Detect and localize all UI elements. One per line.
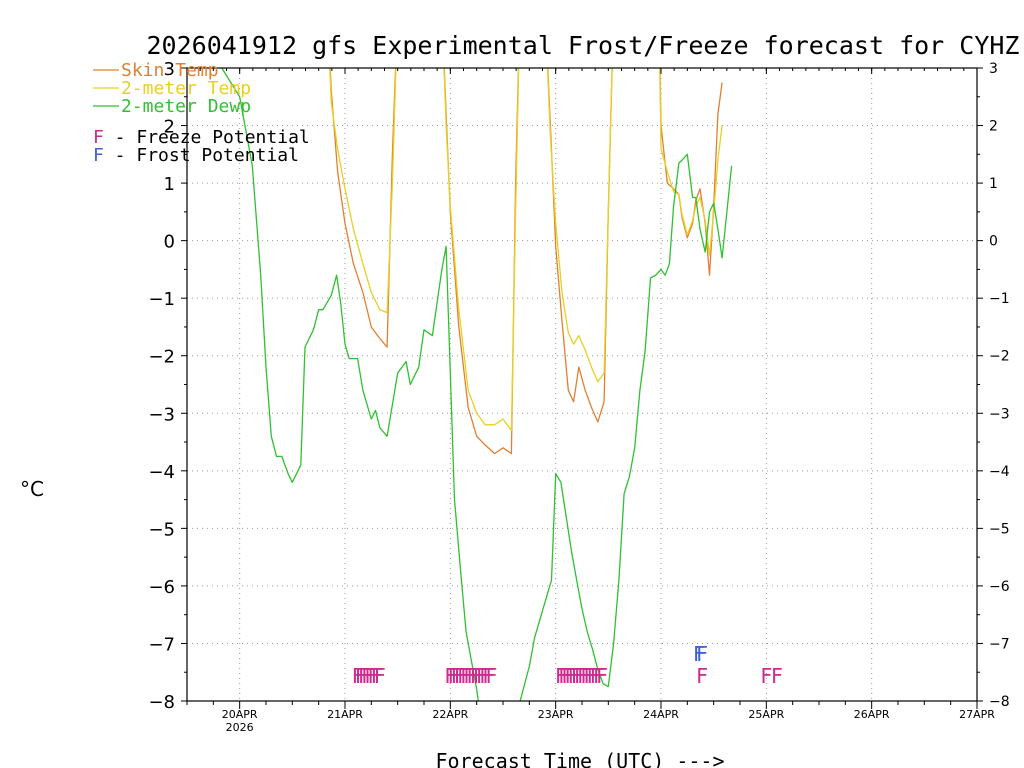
freeze-marker: F [580,664,592,688]
freeze-marker: F [564,664,576,688]
y-tick-label-right: −1 [989,291,1010,307]
y-tick-label-right: 1 [989,176,998,192]
y-tick-label-right: 2 [989,119,998,135]
freeze-marker: F [485,664,497,688]
freeze-marker: F [593,664,605,688]
y-tick-label-right: −7 [989,636,1010,652]
y-tick-label-left: 1 [164,174,175,195]
legend-entry: 2-meter Temp [121,78,251,99]
legend-marker-text: - Freeze Potential [104,127,310,148]
freeze-marker: F [451,664,463,688]
chart-title: 2026041912 gfs Experimental Frost/Freeze… [147,31,1020,60]
freeze-marker: F [476,664,488,688]
x-tick-sublabel: 2026 [226,721,254,734]
freeze-marker: F [355,664,367,688]
freeze-marker: F [466,664,478,688]
freeze-marker: F [374,664,386,688]
y-axis-label: °C [20,477,44,501]
freeze-marker: F [583,664,595,688]
y-tick-label-left: −5 [148,519,175,540]
legend-marker-symbol: F [93,127,104,148]
y-tick-label-left: −7 [148,634,175,655]
y-tick-label-right: −5 [989,521,1010,537]
x-tick-label: 20APR [222,708,258,721]
y-tick-label-left: −2 [148,347,175,368]
freeze-marker: F [447,664,459,688]
freeze-marker: F [574,664,586,688]
freeze-marker: F [364,664,376,688]
x-tick-label: 23APR [538,708,574,721]
y-tick-label-left: −3 [148,404,175,425]
freeze-marker: F [561,664,573,688]
grid [187,68,977,701]
freeze-marker: F [361,664,373,688]
x-tick-label: 21APR [327,708,363,721]
x-tick-label: 25APR [748,708,784,721]
y-tick-label-left: −4 [148,462,175,483]
y-tick-label-left: −6 [148,577,175,598]
freeze-marker: F [358,664,370,688]
y-tick-label-left: 0 [164,232,175,253]
y-tick-label-right: −8 [989,694,1010,710]
legend-marker-entry: F - Freeze Potential [93,127,310,148]
freeze-marker: F [460,664,472,688]
series-line-2-meter-dewp [221,68,733,701]
legend-entry: 2-meter Dewp [121,96,251,117]
freeze-marker: F [367,664,379,688]
freeze-marker: F [760,664,772,688]
x-tick-label: 27APR [959,708,995,721]
y-tick-label-right: 0 [989,234,998,250]
series-group [221,68,733,701]
freeze-marker: F [577,664,589,688]
y-tick-label-left: −8 [148,692,175,713]
freeze-marker: F [587,664,599,688]
freeze-marker: F [352,664,364,688]
freeze-marker: F [771,664,783,688]
freeze-marker: F [558,664,570,688]
y-tick-label-left: 2 [164,117,175,138]
freeze-marker: F [457,664,469,688]
freeze-marker: F [590,664,602,688]
freeze-marker: F [470,664,482,688]
x-tick-label: 22APR [432,708,468,721]
freeze-marker: F [473,664,485,688]
legend-marker-symbol: F [93,145,104,166]
freeze-marker: F [596,664,608,688]
frost-marker: F [696,642,708,666]
freeze-marker: F [479,664,491,688]
freeze-marker: F [444,664,456,688]
x-axis-label: Forecast Time (UTC) ---> [436,749,725,768]
frost-marker: F [693,642,705,666]
freeze-marker: F [463,664,475,688]
y-tick-label-right: −2 [989,349,1010,365]
legend-entry: Skin Temp [121,60,219,81]
y-axis: 3 3 2 2 1 1 0 0 −1 −1 −2 −2 −3 −3 −4 −4 −5 −5 −6 −6 −7 −7 −8 −8 [148,59,1009,713]
series-line-2-meter-temp [329,68,723,432]
freeze-marker: F [482,664,494,688]
y-tick-label-left: 3 [164,59,175,80]
x-tick-label: 24APR [643,708,679,721]
series-line-skin-temp [329,68,723,455]
y-tick-label-right: 3 [989,61,998,77]
freeze-marker: F [696,664,708,688]
y-tick-label-right: −3 [989,406,1010,422]
legend-marker-entry: F - Frost Potential [93,145,299,166]
freeze-marker: F [454,664,466,688]
freeze-marker: F [568,664,580,688]
legend-marker-text: - Frost Potential [104,145,299,166]
y-tick-label-right: −4 [989,464,1010,480]
freeze-marker: F [555,664,567,688]
y-tick-label-left: −1 [148,289,175,310]
freeze-marker: F [371,664,383,688]
x-tick-label: 26APR [854,708,890,721]
freeze-marker: F [571,664,583,688]
y-tick-label-right: −6 [989,579,1010,595]
